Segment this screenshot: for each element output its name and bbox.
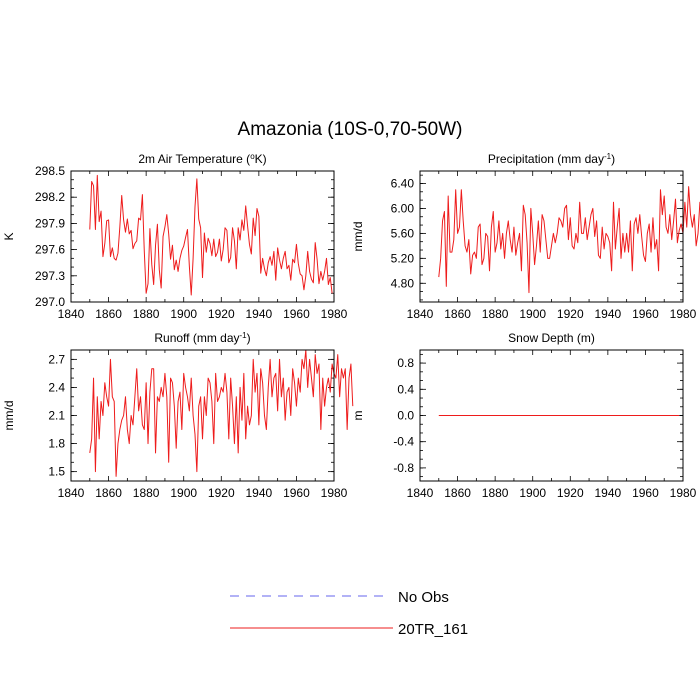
x-tick-label: 1940 bbox=[595, 307, 622, 321]
x-tick-label: 1860 bbox=[95, 486, 122, 500]
x-tick-label: 1960 bbox=[632, 307, 659, 321]
x-tick-label: 1980 bbox=[670, 486, 697, 500]
series-line-precipitation bbox=[438, 186, 700, 294]
panel-title-runoff: Runoff (mm day-1) bbox=[154, 331, 250, 346]
plot-frame-snow-depth bbox=[419, 349, 684, 482]
plot-frame-precipitation bbox=[419, 170, 684, 303]
x-tick-label: 1940 bbox=[246, 486, 273, 500]
x-tick-label: 1960 bbox=[283, 307, 310, 321]
x-tick-label: 1960 bbox=[283, 486, 310, 500]
plot-frame-air-temperature bbox=[70, 170, 335, 303]
y-axis-label-precipitation: mm/d bbox=[351, 222, 365, 252]
y-tick-label: 297.6 bbox=[35, 243, 65, 257]
panel-title-tail: ) bbox=[611, 152, 615, 166]
x-tick-label: 1900 bbox=[519, 486, 546, 500]
panel-snow-depth: Snow Depth (m) m 1840 1860 1880 1900 1920 1940 1… bbox=[351, 331, 697, 500]
y-tick-label: -0.8 bbox=[393, 461, 414, 475]
panel-title-main: Precipitation (mm day bbox=[488, 152, 604, 166]
x-tick-label: 1900 bbox=[170, 486, 197, 500]
x-tick-label: 1840 bbox=[58, 486, 85, 500]
figure-title: Amazonia (10S-0,70-50W) bbox=[238, 119, 463, 140]
y-tick-label: 0.4 bbox=[397, 382, 414, 396]
x-tick-label: 1980 bbox=[321, 486, 348, 500]
x-tick-label: 1900 bbox=[519, 307, 546, 321]
x-tick-label: 1960 bbox=[632, 486, 659, 500]
panel-title-tail: K) bbox=[255, 152, 267, 166]
x-tick-label: 1920 bbox=[557, 307, 584, 321]
y-tick-label: 2.1 bbox=[48, 409, 65, 423]
plot-frame-runoff bbox=[70, 349, 335, 482]
y-tick-label: 298.5 bbox=[35, 164, 65, 178]
x-tick-label: 1880 bbox=[133, 307, 160, 321]
x-tick-label: 1940 bbox=[595, 486, 622, 500]
x-tick-label: 1900 bbox=[170, 307, 197, 321]
x-tick-label: 1980 bbox=[670, 307, 697, 321]
x-tick-label: 1880 bbox=[482, 486, 509, 500]
panel-title-main: Runoff (mm day bbox=[154, 331, 239, 345]
y-tick-label: 2.7 bbox=[48, 352, 65, 366]
y-tick-label: 4.80 bbox=[391, 276, 415, 290]
y-tick-label: 6.00 bbox=[391, 201, 415, 215]
panel-title-precipitation: Precipitation (mm day-1) bbox=[488, 152, 615, 167]
x-tick-label: 1840 bbox=[58, 307, 85, 321]
x-tick-label: 1880 bbox=[133, 486, 160, 500]
panel-title-air-temperature: 2m Air Temperature (oK) bbox=[138, 152, 266, 167]
y-axis-label-air-temperature: K bbox=[2, 232, 16, 240]
y-axis-label-runoff: mm/d bbox=[2, 401, 16, 431]
x-tick-label: 1860 bbox=[95, 307, 122, 321]
y-tick-label: -0.4 bbox=[393, 435, 414, 449]
y-tick-label: 0.8 bbox=[397, 356, 414, 370]
x-tick-label: 1980 bbox=[321, 307, 348, 321]
panel-air-temperature: 2m Air Temperature (oK) K 1840 1860 1880 1900… bbox=[2, 152, 348, 322]
panel-title-snow-depth: Snow Depth (m) bbox=[508, 331, 595, 345]
panel-title-tail: ) bbox=[247, 331, 251, 345]
x-tick-label: 1840 bbox=[407, 307, 434, 321]
x-tick-label: 1920 bbox=[557, 486, 584, 500]
x-tick-label: 1860 bbox=[444, 486, 471, 500]
x-tick-label: 1920 bbox=[208, 307, 235, 321]
series-line-air-temperature bbox=[89, 174, 333, 296]
y-tick-label: 5.20 bbox=[391, 251, 415, 265]
y-tick-label: 2.4 bbox=[48, 380, 65, 394]
panel-title-main: Snow Depth (m) bbox=[508, 331, 595, 345]
y-tick-label: 5.60 bbox=[391, 226, 415, 240]
x-tick-label: 1940 bbox=[246, 307, 273, 321]
panel-title-main: 2m Air Temperature ( bbox=[138, 152, 250, 166]
y-tick-label: 0.0 bbox=[397, 409, 414, 423]
y-tick-label: 298.2 bbox=[35, 190, 65, 204]
legend: No Obs 20TR_161 bbox=[230, 589, 468, 638]
y-axis-label-snow-depth: m bbox=[351, 411, 365, 421]
chart-panels: 2m Air Temperature (oK) K 1840 1860 1880 1900… bbox=[2, 152, 700, 500]
panel-runoff: Runoff (mm day-1) mm/d 1840 1860 1880 1900 192… bbox=[2, 331, 354, 500]
panel-title-superscript: -1 bbox=[240, 331, 248, 340]
series-line-runoff bbox=[89, 349, 354, 477]
x-tick-label: 1920 bbox=[208, 486, 235, 500]
x-tick-label: 1880 bbox=[482, 307, 509, 321]
panel-title-superscript: -1 bbox=[604, 152, 612, 161]
legend-20tr-161-label: 20TR_161 bbox=[398, 621, 468, 638]
y-tick-label: 1.8 bbox=[48, 437, 65, 451]
y-tick-label: 297.3 bbox=[35, 269, 65, 283]
y-tick-label: 6.40 bbox=[391, 176, 415, 190]
y-tick-label: 297.9 bbox=[35, 216, 65, 230]
panel-precipitation: Precipitation (mm day-1) mm/d 1840 1860 1880… bbox=[351, 152, 700, 321]
x-tick-label: 1860 bbox=[444, 307, 471, 321]
y-tick-label: 1.5 bbox=[48, 465, 65, 479]
y-tick-label: 297.0 bbox=[35, 295, 65, 309]
panel-title-superscript: o bbox=[250, 152, 255, 161]
x-tick-label: 1840 bbox=[407, 486, 434, 500]
legend-no-obs-label: No Obs bbox=[398, 589, 449, 606]
